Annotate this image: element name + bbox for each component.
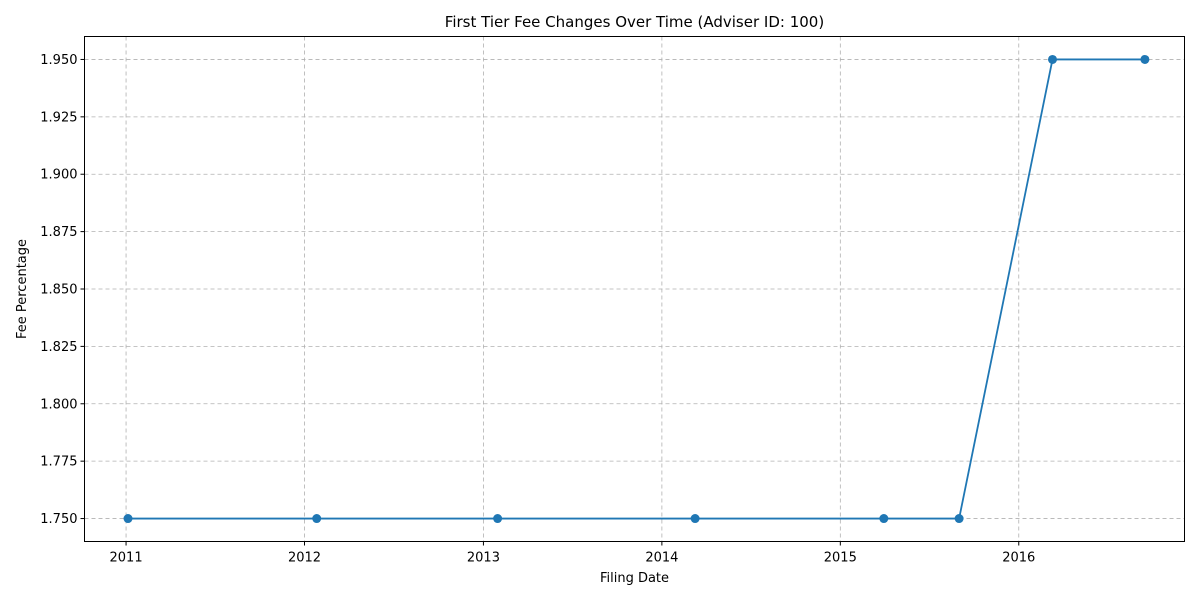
data-point-marker: [879, 514, 889, 524]
y-axis-ticks: 1.750 1.775 1.800 1.825 1.850 1.875 1.900 1.925…: [40, 53, 85, 527]
y-axis-label: Fee Percentage: [15, 239, 30, 339]
y-tick-label: 1.775: [40, 455, 77, 470]
series-line: [128, 58, 1145, 520]
x-tick-label: 2015: [824, 551, 857, 566]
data-point-marker: [954, 514, 964, 524]
y-tick-label: 1.900: [40, 168, 77, 183]
y-tick-label: 1.925: [40, 110, 77, 125]
y-tick-label: 1.950: [40, 53, 77, 68]
x-axis-label: Filing Date: [600, 571, 669, 586]
chart-title: First Tier Fee Changes Over Time (Advise…: [445, 13, 824, 31]
data-point-marker: [312, 514, 322, 524]
x-tick-label: 2014: [645, 551, 678, 566]
y-tick-label: 1.875: [40, 225, 77, 240]
plot-frame: [84, 36, 1185, 542]
data-point-marker: [123, 514, 133, 524]
grid: [84, 36, 1185, 542]
x-tick-label: 2013: [467, 551, 500, 566]
y-tick-label: 1.750: [40, 512, 77, 527]
x-tick-label: 2016: [1002, 551, 1035, 566]
x-tick-label: 2012: [288, 551, 321, 566]
data-point-marker: [690, 514, 700, 524]
series-area: [123, 54, 1150, 524]
y-tick-label: 1.825: [40, 340, 77, 355]
data-point-marker: [1048, 54, 1057, 64]
y-tick-label: 1.800: [40, 397, 77, 412]
data-point-marker: [493, 514, 503, 524]
data-point-marker: [1140, 54, 1150, 64]
x-axis-ticks: 2011 2012 2013 2014 2015 2016: [110, 541, 1035, 566]
y-tick-label: 1.850: [40, 283, 77, 298]
x-tick-label: 2011: [110, 551, 143, 566]
